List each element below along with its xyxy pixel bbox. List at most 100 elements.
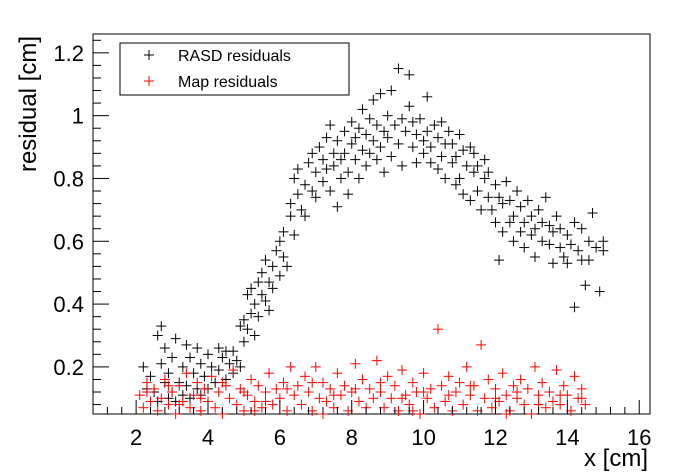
data-point — [508, 236, 519, 247]
data-point — [515, 374, 526, 385]
data-point — [436, 151, 447, 162]
data-point — [371, 154, 382, 165]
data-point — [490, 217, 501, 228]
data-point — [224, 393, 235, 404]
data-point — [206, 371, 217, 382]
data-point — [213, 343, 224, 354]
data-point — [443, 390, 454, 401]
data-point — [361, 129, 372, 140]
data-point — [141, 377, 152, 388]
data-point — [512, 387, 523, 398]
data-point — [461, 361, 472, 372]
data-point — [177, 361, 188, 372]
data-point — [195, 393, 206, 404]
data-point — [317, 377, 328, 388]
data-point — [181, 368, 192, 379]
data-point — [292, 189, 303, 200]
data-point — [353, 123, 364, 134]
data-point — [138, 361, 149, 372]
data-point — [246, 308, 257, 319]
data-point — [522, 383, 533, 394]
data-point — [458, 399, 469, 410]
data-point — [328, 160, 339, 171]
data-point — [256, 267, 267, 278]
data-point — [188, 390, 199, 401]
data-point — [547, 258, 558, 269]
data-point — [425, 157, 436, 168]
data-point — [303, 387, 314, 398]
data-point — [138, 402, 149, 413]
data-point — [249, 396, 260, 407]
data-point — [386, 85, 397, 96]
data-point — [422, 126, 433, 137]
data-point — [314, 142, 325, 153]
data-point — [350, 383, 361, 394]
data-point — [145, 371, 156, 382]
data-point — [260, 387, 271, 398]
data-point — [472, 160, 483, 171]
data-point — [202, 349, 213, 360]
x-tick-label: 16 — [627, 425, 651, 450]
data-point — [307, 148, 318, 159]
data-point — [335, 154, 346, 165]
data-point — [235, 361, 246, 372]
data-point — [468, 148, 479, 159]
data-point — [454, 173, 465, 184]
data-point — [274, 236, 285, 247]
data-point — [246, 283, 257, 294]
data-point — [565, 239, 576, 250]
data-point — [282, 383, 293, 394]
data-point — [454, 377, 465, 388]
data-point — [350, 358, 361, 369]
data-point — [267, 283, 278, 294]
data-point — [375, 377, 386, 388]
data-point — [555, 242, 566, 253]
data-point — [583, 255, 594, 266]
data-point — [382, 132, 393, 143]
y-tick-label: 1.2 — [53, 41, 84, 66]
data-point — [271, 245, 282, 256]
data-point — [598, 236, 609, 247]
data-point — [436, 116, 447, 127]
data-point — [285, 211, 296, 222]
data-point — [328, 148, 339, 159]
data-point — [547, 226, 558, 237]
data-point — [368, 393, 379, 404]
data-point — [350, 154, 361, 165]
x-tick-label: 10 — [411, 425, 435, 450]
data-point — [174, 380, 185, 391]
data-point — [515, 226, 526, 237]
data-point — [432, 164, 443, 175]
data-point — [436, 380, 447, 391]
data-point — [397, 113, 408, 124]
data-point — [494, 255, 505, 266]
data-point — [314, 393, 325, 404]
data-point — [576, 393, 587, 404]
data-point — [339, 148, 350, 159]
data-point — [562, 258, 573, 269]
x-tick-label: 4 — [202, 425, 214, 450]
data-point — [569, 302, 580, 313]
data-point — [238, 405, 249, 416]
data-point — [530, 223, 541, 234]
y-axis-ticks: 0.2 0.4 0.6 0.8 1 1.2 — [53, 39, 109, 406]
data-point — [346, 138, 357, 149]
data-point — [497, 226, 508, 237]
data-point — [292, 164, 303, 175]
data-point — [317, 154, 328, 165]
data-point — [422, 393, 433, 404]
data-point — [454, 129, 465, 140]
data-point — [141, 387, 152, 398]
data-point — [497, 198, 508, 209]
data-point — [555, 399, 566, 410]
data-point — [418, 368, 429, 379]
legend-marker-rasd — [144, 50, 154, 60]
data-point — [357, 104, 368, 115]
data-point — [145, 396, 156, 407]
data-point — [508, 211, 519, 222]
data-point — [573, 245, 584, 256]
data-point — [415, 113, 426, 124]
data-point — [501, 176, 512, 187]
data-point — [447, 138, 458, 149]
data-point — [515, 201, 526, 212]
